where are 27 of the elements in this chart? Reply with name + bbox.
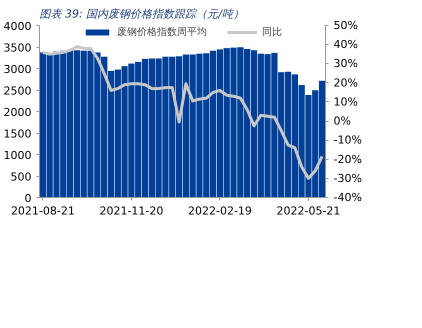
y2-tick-label: -40% [334,191,362,204]
x-tick-label: 2022-02-19 [188,204,252,218]
y2-tick-label: 0% [334,114,351,128]
y2-tick-label: 20% [334,76,358,90]
y-tick-label: 1500 [4,128,32,140]
y2-tick-label: 30% [334,57,358,70]
legend-label: 废钢价格指数周平均 [117,26,207,39]
y-tick-label: 3500 [4,42,32,54]
y2-tick-label: 10% [334,95,358,108]
y2-tick-label: -20% [334,152,362,166]
y-tick-label: 2500 [4,84,32,98]
chart-title: 图表 39: 国内废钢价格指数跟踪（元/吨） [40,8,244,20]
y2-tick-label: -10% [334,134,362,147]
line-series [41,45,324,180]
x-tick-label: 2021-11-20 [99,204,164,218]
y2-tick-label: -30% [334,172,362,185]
y-tick-label: 1000 [4,149,32,162]
y2-tick-label: 40% [334,38,358,52]
legend-label: 同比 [262,26,282,39]
y-tick-label: 0 [24,192,32,205]
y-tick-label: 3000 [4,63,32,76]
x-tick-label: 2021-08-21 [10,204,75,218]
y2-tick-label: 50% [334,19,358,32]
y-tick-label: 2000 [4,106,32,119]
y-tick-label: 4000 [4,20,32,33]
y-tick-label: 500 [10,170,32,184]
x-tick-label: 2022-05-21 [276,204,340,218]
